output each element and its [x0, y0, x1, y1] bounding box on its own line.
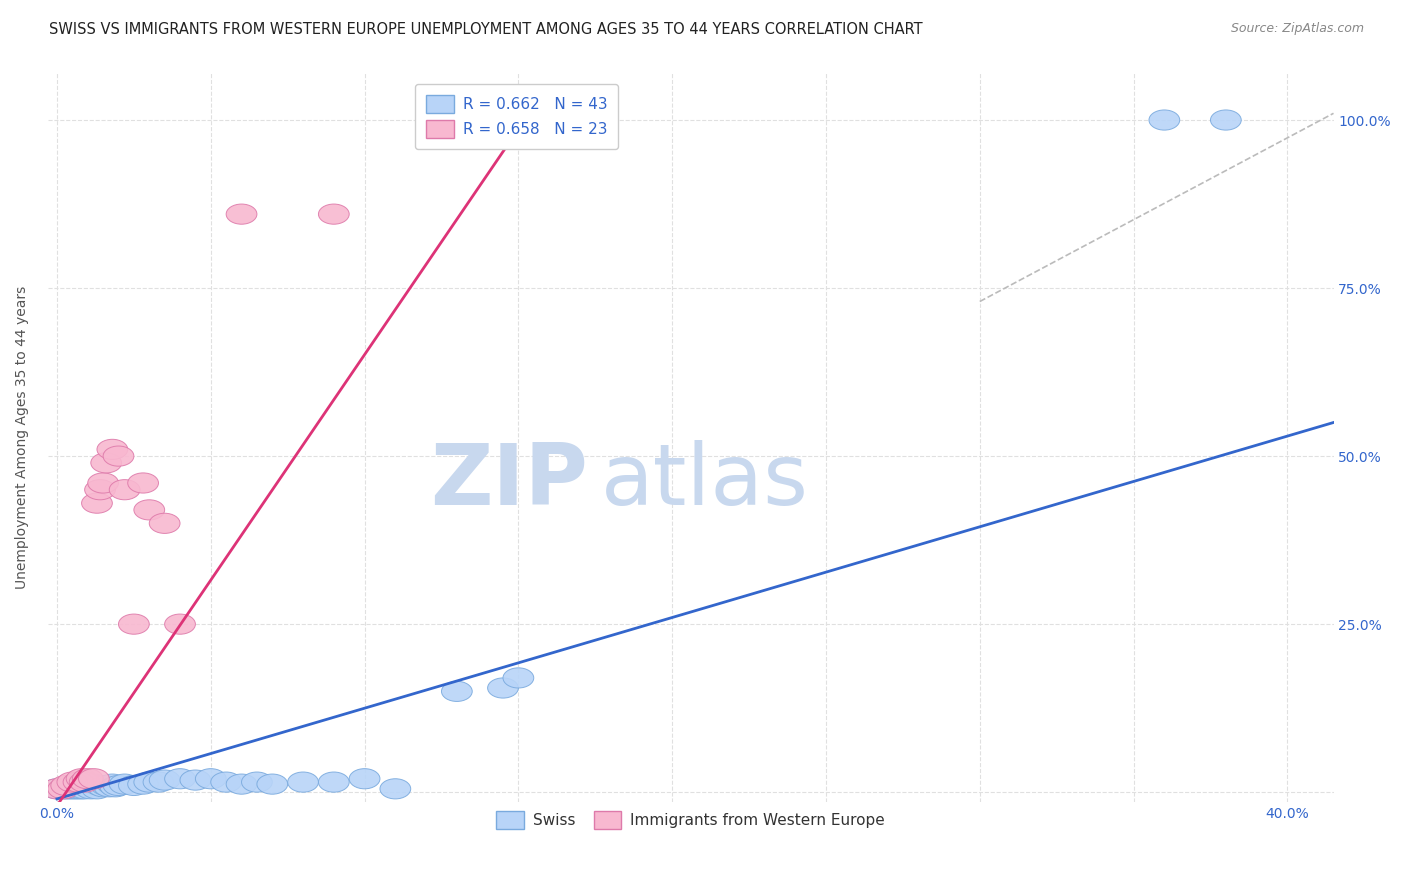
Ellipse shape: [84, 480, 115, 500]
Ellipse shape: [488, 678, 519, 698]
Ellipse shape: [72, 769, 103, 789]
Ellipse shape: [1211, 110, 1241, 130]
Ellipse shape: [195, 769, 226, 789]
Ellipse shape: [118, 775, 149, 796]
Ellipse shape: [79, 769, 110, 789]
Ellipse shape: [82, 779, 112, 799]
Ellipse shape: [60, 779, 91, 799]
Ellipse shape: [134, 772, 165, 792]
Ellipse shape: [110, 774, 141, 794]
Ellipse shape: [318, 772, 349, 792]
Ellipse shape: [97, 774, 128, 794]
Ellipse shape: [226, 774, 257, 794]
Ellipse shape: [128, 473, 159, 493]
Ellipse shape: [51, 775, 82, 796]
Ellipse shape: [143, 772, 174, 792]
Ellipse shape: [100, 777, 131, 797]
Ellipse shape: [1149, 110, 1180, 130]
Text: atlas: atlas: [600, 440, 808, 523]
Ellipse shape: [441, 681, 472, 701]
Ellipse shape: [66, 769, 97, 789]
Ellipse shape: [69, 772, 100, 792]
Ellipse shape: [149, 513, 180, 533]
Text: Source: ZipAtlas.com: Source: ZipAtlas.com: [1230, 22, 1364, 36]
Ellipse shape: [226, 204, 257, 224]
Ellipse shape: [103, 775, 134, 796]
Ellipse shape: [66, 779, 97, 799]
Ellipse shape: [110, 480, 141, 500]
Ellipse shape: [103, 446, 134, 467]
Ellipse shape: [58, 775, 87, 796]
Ellipse shape: [76, 779, 107, 799]
Ellipse shape: [48, 779, 79, 799]
Ellipse shape: [180, 770, 211, 790]
Ellipse shape: [82, 493, 112, 513]
Ellipse shape: [69, 779, 100, 799]
Ellipse shape: [79, 774, 110, 794]
Ellipse shape: [58, 779, 87, 799]
Ellipse shape: [288, 772, 318, 792]
Ellipse shape: [165, 769, 195, 789]
Text: SWISS VS IMMIGRANTS FROM WESTERN EUROPE UNEMPLOYMENT AMONG AGES 35 TO 44 YEARS C: SWISS VS IMMIGRANTS FROM WESTERN EUROPE …: [49, 22, 922, 37]
Ellipse shape: [58, 772, 87, 792]
Ellipse shape: [87, 473, 118, 493]
Ellipse shape: [97, 439, 128, 459]
Ellipse shape: [128, 774, 159, 794]
Ellipse shape: [211, 772, 242, 792]
Ellipse shape: [380, 779, 411, 799]
Ellipse shape: [318, 204, 349, 224]
Ellipse shape: [94, 777, 125, 797]
Ellipse shape: [72, 777, 103, 797]
Ellipse shape: [242, 772, 273, 792]
Legend: Swiss, Immigrants from Western Europe: Swiss, Immigrants from Western Europe: [491, 805, 891, 835]
Y-axis label: Unemployment Among Ages 35 to 44 years: Unemployment Among Ages 35 to 44 years: [15, 286, 30, 590]
Ellipse shape: [349, 769, 380, 789]
Ellipse shape: [51, 779, 82, 799]
Ellipse shape: [63, 779, 94, 799]
Ellipse shape: [42, 779, 72, 799]
Ellipse shape: [87, 777, 118, 797]
Ellipse shape: [118, 614, 149, 634]
Ellipse shape: [91, 775, 121, 796]
Ellipse shape: [42, 779, 72, 799]
Ellipse shape: [48, 779, 79, 799]
Ellipse shape: [134, 500, 165, 520]
Ellipse shape: [149, 770, 180, 790]
Ellipse shape: [53, 779, 84, 799]
Ellipse shape: [91, 453, 121, 473]
Ellipse shape: [503, 668, 534, 688]
Ellipse shape: [63, 772, 94, 792]
Ellipse shape: [84, 775, 115, 796]
Ellipse shape: [257, 774, 288, 794]
Ellipse shape: [165, 614, 195, 634]
Text: ZIP: ZIP: [430, 440, 588, 523]
